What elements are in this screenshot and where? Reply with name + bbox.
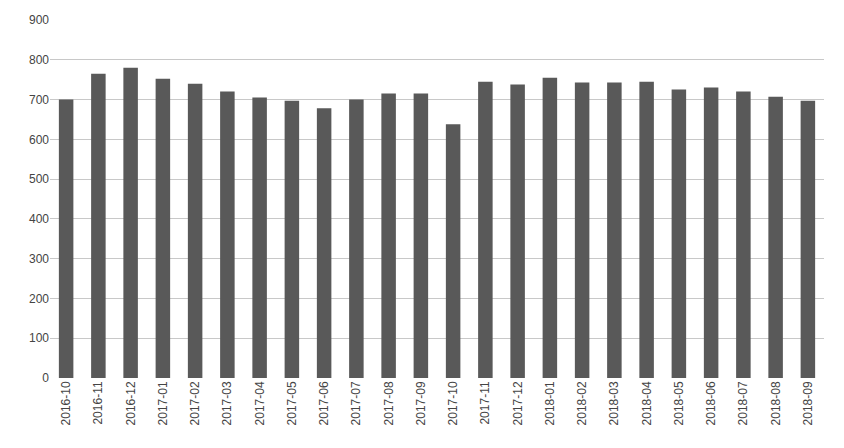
svg-text:2017-04: 2017-04 — [253, 381, 267, 425]
svg-text:2016-10: 2016-10 — [59, 381, 73, 425]
svg-text:2017-05: 2017-05 — [285, 381, 299, 425]
svg-text:2017-12: 2017-12 — [511, 381, 525, 425]
svg-text:400: 400 — [29, 212, 49, 226]
svg-text:2018-01: 2018-01 — [543, 381, 557, 425]
svg-text:900: 900 — [29, 13, 49, 27]
svg-text:2018-03: 2018-03 — [607, 381, 621, 425]
svg-text:2017-02: 2017-02 — [188, 381, 202, 425]
svg-text:500: 500 — [29, 172, 49, 186]
svg-text:2018-08: 2018-08 — [769, 381, 783, 425]
svg-text:700: 700 — [29, 93, 49, 107]
svg-text:2017-06: 2017-06 — [317, 381, 331, 425]
svg-text:800: 800 — [29, 53, 49, 67]
svg-text:2018-06: 2018-06 — [704, 381, 718, 425]
svg-text:0: 0 — [42, 371, 49, 385]
svg-text:2016-12: 2016-12 — [124, 381, 138, 425]
svg-text:200: 200 — [29, 292, 49, 306]
svg-text:600: 600 — [29, 133, 49, 147]
svg-text:2018-02: 2018-02 — [575, 381, 589, 425]
svg-text:2017-09: 2017-09 — [414, 381, 428, 425]
svg-text:2018-07: 2018-07 — [736, 381, 750, 425]
svg-text:2018-05: 2018-05 — [672, 381, 686, 425]
svg-text:2016-11: 2016-11 — [91, 381, 105, 424]
svg-text:2017-01: 2017-01 — [156, 381, 170, 425]
svg-text:2017-08: 2017-08 — [382, 381, 396, 425]
svg-text:2017-11: 2017-11 — [478, 381, 492, 424]
svg-text:2017-10: 2017-10 — [446, 381, 460, 425]
svg-text:2018-04: 2018-04 — [640, 381, 654, 425]
svg-text:2017-07: 2017-07 — [349, 381, 363, 425]
svg-text:2017-03: 2017-03 — [220, 381, 234, 425]
svg-text:300: 300 — [29, 252, 49, 266]
svg-text:100: 100 — [29, 331, 49, 345]
svg-text:2018-09: 2018-09 — [801, 381, 815, 425]
